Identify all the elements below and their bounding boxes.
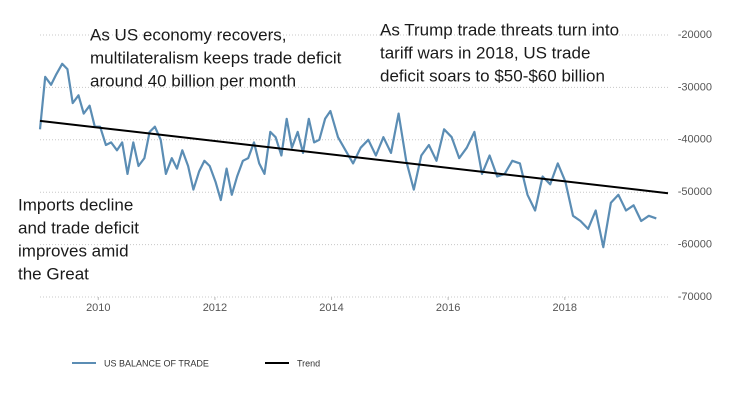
y-tick-label: -30000 xyxy=(678,81,712,93)
y-tick-label: -50000 xyxy=(678,186,712,198)
x-tick-label: 2016 xyxy=(436,302,460,314)
annotation: As Trump trade threats turn into xyxy=(380,20,619,39)
y-tick-label: -40000 xyxy=(678,134,712,146)
x-tick-label: 2018 xyxy=(553,302,577,314)
annotation: around 40 billion per month xyxy=(90,71,296,90)
annotation: multilateralism keeps trade deficit xyxy=(90,48,342,67)
annotation: As US economy recovers, xyxy=(90,25,287,44)
annotation: the Great xyxy=(18,264,89,283)
x-tick-label: 2012 xyxy=(203,302,227,314)
x-tick-label: 2010 xyxy=(86,302,110,314)
annotation: Imports decline xyxy=(18,195,133,214)
legend-label: US BALANCE OF TRADE xyxy=(104,358,209,368)
legend-label: Trend xyxy=(297,358,320,368)
annotation: deficit soars to $50-$60 billion xyxy=(380,66,605,85)
series-line xyxy=(39,119,669,195)
annotation: tariff wars in 2018, US trade xyxy=(380,43,590,62)
x-tick-label: 2014 xyxy=(319,302,343,314)
annotation: and trade deficit xyxy=(18,218,139,237)
y-tick-label: -20000 xyxy=(678,29,712,41)
series-line xyxy=(38,62,657,249)
y-tick-label: -70000 xyxy=(678,291,712,303)
annotation: improves amid xyxy=(18,241,129,260)
y-tick-label: -60000 xyxy=(678,239,712,251)
